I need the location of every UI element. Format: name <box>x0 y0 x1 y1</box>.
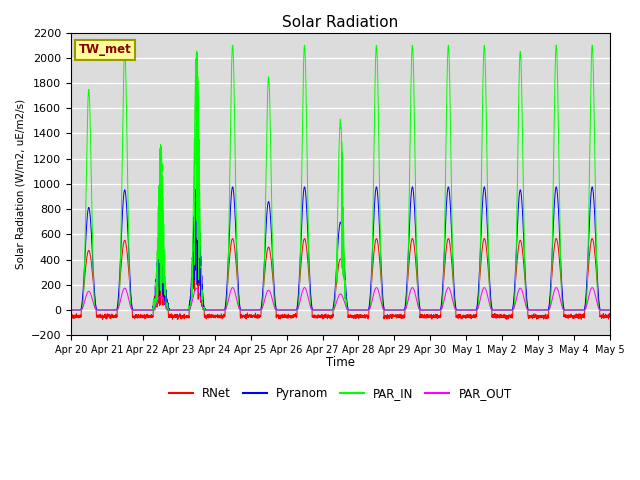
Pyranom <box>67 307 75 313</box>
PAR_IN <box>431 307 439 313</box>
Text: TW_met: TW_met <box>79 43 132 56</box>
PAR_OUT <box>461 307 469 313</box>
Line: PAR_OUT: PAR_OUT <box>71 288 610 310</box>
PAR_IN <box>321 307 328 313</box>
PAR_IN <box>67 307 75 313</box>
Pyranom <box>492 307 500 313</box>
PAR_OUT <box>492 307 500 313</box>
RNet <box>67 317 75 323</box>
PAR_OUT <box>321 307 328 313</box>
X-axis label: Time: Time <box>326 357 355 370</box>
Pyranom <box>431 307 439 313</box>
PAR_OUT <box>431 307 439 313</box>
Y-axis label: Solar Radiation (W/m2, uE/m2/s): Solar Radiation (W/m2, uE/m2/s) <box>15 99 25 269</box>
RNet <box>193 235 201 241</box>
PAR_OUT <box>588 285 596 290</box>
PAR_IN <box>164 301 172 307</box>
RNet <box>164 304 172 310</box>
PAR_IN <box>588 42 596 48</box>
Line: RNet: RNet <box>71 238 610 320</box>
Pyranom <box>606 307 614 313</box>
RNet <box>606 314 614 320</box>
RNet <box>605 313 613 319</box>
Line: PAR_IN: PAR_IN <box>71 45 610 310</box>
PAR_OUT <box>606 307 614 313</box>
PAR_IN <box>606 307 614 313</box>
PAR_OUT <box>67 307 75 313</box>
RNet <box>461 314 469 320</box>
Title: Solar Radiation: Solar Radiation <box>282 15 399 30</box>
RNet <box>492 312 500 318</box>
RNet <box>321 315 328 321</box>
Pyranom <box>461 307 469 313</box>
Pyranom <box>588 184 596 190</box>
PAR_OUT <box>164 307 172 312</box>
Pyranom <box>164 305 172 311</box>
Legend: RNet, Pyranom, PAR_IN, PAR_OUT: RNet, Pyranom, PAR_IN, PAR_OUT <box>164 383 516 405</box>
PAR_IN <box>492 307 500 313</box>
Pyranom <box>605 307 613 313</box>
RNet <box>431 311 439 317</box>
Pyranom <box>321 307 328 313</box>
PAR_IN <box>461 307 469 313</box>
PAR_IN <box>605 307 613 313</box>
PAR_OUT <box>605 307 613 313</box>
Line: Pyranom: Pyranom <box>71 187 610 310</box>
